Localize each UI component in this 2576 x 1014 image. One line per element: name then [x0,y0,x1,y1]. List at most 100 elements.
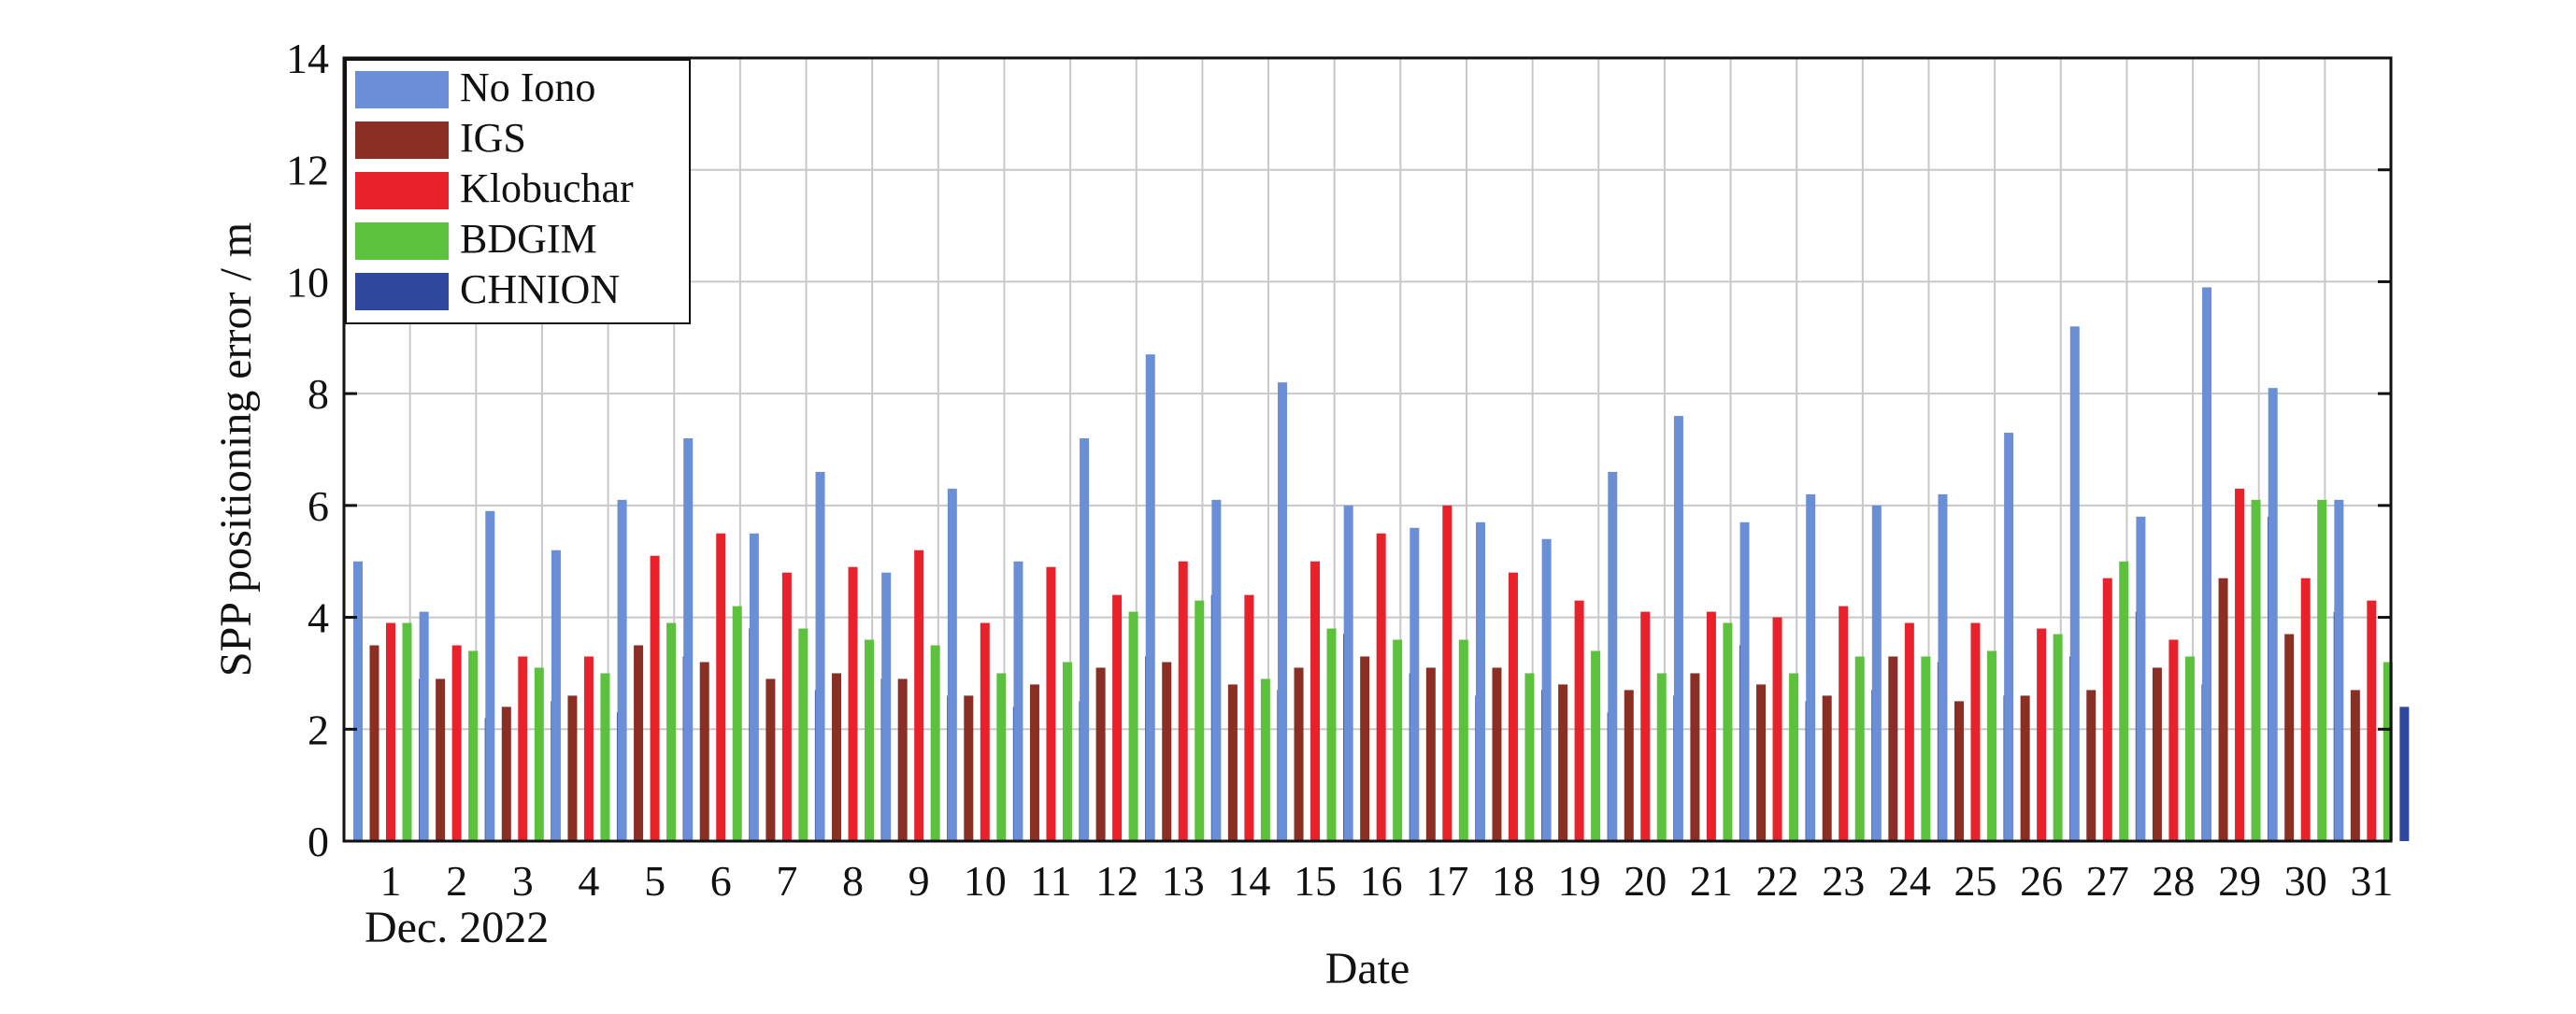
x-tick-label: 13 [1162,857,1205,905]
bar-bdgim-8 [865,639,875,841]
bar-no-iono-13 [1145,354,1155,841]
bar-klobuchar-1 [386,622,395,841]
x-tick-label: 2 [446,857,467,905]
bar-igs-18 [1492,667,1502,841]
bar-no-iono-21 [1673,416,1683,841]
y-tick-label: 2 [308,706,329,753]
x-axis-label: Date [1325,944,1410,993]
y-axis: 0 2 4 6 8 10 12 14 [286,35,2391,865]
bar-bdgim-1 [402,622,412,841]
x-tick-label: 15 [1294,857,1337,905]
bar-no-iono-17 [1410,527,1420,841]
bar-igs-31 [2350,690,2360,841]
x-tick-label: 9 [909,857,930,905]
y-tick-label: 10 [286,258,329,306]
x-tick-label: 5 [644,857,665,905]
x-tick-label: 7 [776,857,797,905]
bar-igs-22 [1756,684,1767,841]
bar-bdgim-26 [2053,634,2063,841]
legend-swatch-no-iono [355,71,449,108]
x-tick-label: 29 [2218,857,2261,905]
bar-no-iono-7 [749,533,759,841]
bar-klobuchar-13 [1178,561,1188,841]
bar-bdgim-13 [1195,600,1205,841]
x-tick-label: 24 [1888,857,1931,905]
bar-bdgim-23 [1854,656,1865,841]
bar-igs-5 [634,645,644,841]
bar-bdgim-6 [732,606,742,841]
x-tick-label: 26 [2020,857,2063,905]
bar-no-iono-11 [1013,561,1023,841]
bar-no-iono-15 [1278,382,1288,841]
legend-label: CHNION [460,266,620,312]
bar-no-iono-31 [2334,499,2344,841]
bar-klobuchar-18 [1508,572,1518,841]
bar-igs-10 [964,695,974,841]
bar-klobuchar-27 [2102,578,2112,841]
bar-klobuchar-15 [1310,561,1321,841]
bar-klobuchar-19 [1574,600,1584,841]
x-tick-label: 12 [1095,857,1138,905]
x-tick-label: 27 [2086,857,2129,905]
bar-no-iono-12 [1080,438,1090,841]
bar-klobuchar-20 [1640,611,1651,841]
bar-igs-8 [832,673,842,841]
bar-bdgim-16 [1393,639,1403,841]
bar-klobuchar-11 [1046,566,1056,841]
bar-bdgim-29 [2251,499,2261,841]
bar-klobuchar-8 [848,566,858,841]
bar-igs-16 [1360,656,1370,841]
bar-igs-14 [1227,684,1238,841]
legend-swatch-chnion [355,273,449,310]
legend-label: Klobuchar [460,165,634,211]
bar-no-iono-2 [419,611,429,841]
bar-bdgim-20 [1656,673,1667,841]
y-tick-label: 0 [308,818,329,865]
bar-igs-3 [501,707,511,841]
bar-klobuchar-31 [2367,600,2377,841]
bar-klobuchar-22 [1772,617,1782,841]
bar-igs-27 [2086,690,2097,841]
bar-klobuchar-4 [583,656,594,841]
bar-bdgim-9 [930,645,940,841]
bar-no-iono-22 [1739,521,1750,841]
bar-no-iono-23 [1806,493,1816,841]
bar-bdgim-17 [1458,639,1468,841]
bar-no-iono-9 [881,572,892,841]
bar-no-iono-20 [1608,471,1618,841]
bar-bdgim-19 [1591,650,1601,841]
bar-no-iono-4 [551,550,561,841]
bar-bdgim-14 [1260,678,1270,841]
bar-no-iono-1 [353,561,363,841]
bar-igs-13 [1162,662,1172,841]
bar-igs-28 [2152,667,2162,841]
bar-no-iono-27 [2069,326,2080,841]
bar-bdgim-15 [1326,628,1337,841]
bar-no-iono-29 [2202,287,2212,841]
x-tick-label: 22 [1756,857,1799,905]
bar-no-iono-6 [683,438,694,841]
bar-no-iono-19 [1541,538,1552,841]
bar-no-iono-28 [2136,516,2146,841]
bar-igs-7 [766,678,776,841]
x-tick-label: 18 [1492,857,1535,905]
bar-igs-24 [1888,656,1898,841]
y-tick-label: 14 [286,35,329,82]
bar-no-iono-8 [815,471,825,841]
bar-igs-1 [369,645,379,841]
bar-bdgim-12 [1128,611,1138,841]
y-tick-label: 6 [308,482,329,530]
bar-klobuchar-30 [2300,578,2311,841]
bar-bdgim-2 [468,650,479,841]
bar-no-iono-25 [1938,493,1948,841]
bar-bdgim-11 [1062,662,1072,841]
bar-bdgim-7 [798,628,809,841]
bar-igs-29 [2218,578,2228,841]
legend-label: No Iono [460,64,595,110]
bar-klobuchar-26 [2037,628,2047,841]
legend-label: BDGIM [460,216,597,262]
x-tick-label: 20 [1624,857,1667,905]
bar-igs-30 [2284,634,2295,841]
bar-bdgim-5 [666,622,677,841]
